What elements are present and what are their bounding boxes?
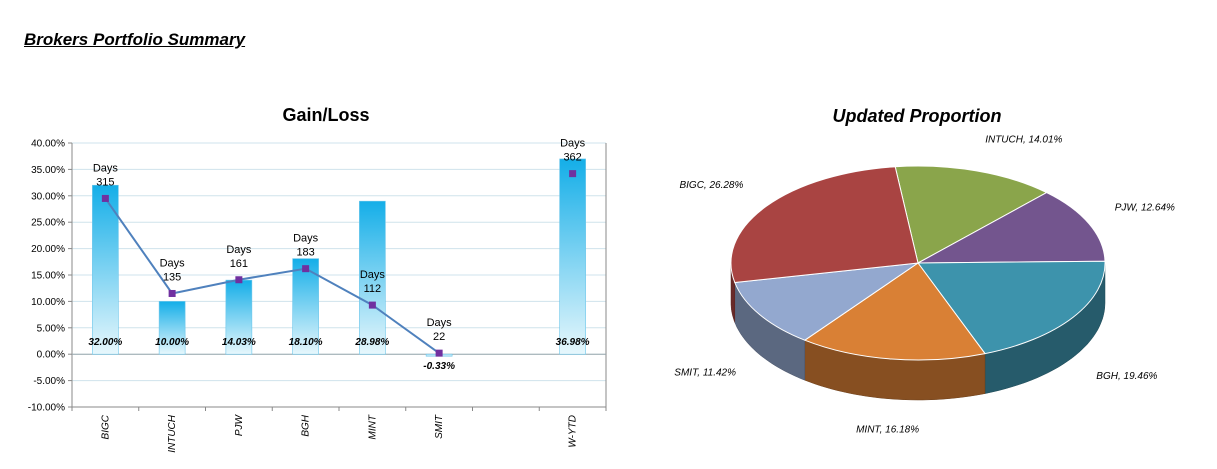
days-marker bbox=[368, 301, 376, 309]
y-tick-label: 35.00% bbox=[31, 165, 65, 176]
data-label: 28.98% bbox=[354, 337, 389, 348]
y-tick-label: 20.00% bbox=[31, 244, 65, 255]
pie-label-intuch: INTUCH, 14.01% bbox=[985, 134, 1062, 145]
data-label: 32.00% bbox=[88, 337, 122, 348]
x-tick-label: W-YTD bbox=[568, 415, 579, 448]
days-value-label: 362 bbox=[563, 152, 581, 164]
pie-slice-pjw bbox=[917, 192, 1106, 264]
days-value-label: 22 bbox=[433, 331, 445, 343]
y-tick-label: -10.00% bbox=[28, 403, 65, 414]
days-label: Days bbox=[93, 162, 119, 174]
x-tick-label: MINT bbox=[367, 414, 378, 439]
days-label: Days bbox=[360, 269, 386, 281]
pie-label-pjw: PJW, 12.64% bbox=[1115, 203, 1175, 214]
days-marker bbox=[569, 170, 577, 178]
days-marker bbox=[168, 289, 176, 297]
updated-proportion-chart: Updated Proportion INTUCH, 14.01% PJW, 12… bbox=[674, 106, 1175, 436]
y-tick-label: 25.00% bbox=[31, 218, 65, 229]
x-tick-label: SMIT bbox=[434, 414, 445, 439]
days-marker bbox=[101, 194, 109, 202]
bar-bigc bbox=[92, 184, 119, 355]
x-tick-label: PJW bbox=[234, 413, 245, 436]
days-label: Days bbox=[226, 244, 252, 256]
y-tick-label: 5.00% bbox=[37, 323, 65, 334]
bar-pjw bbox=[225, 279, 253, 355]
data-label: 10.00% bbox=[155, 337, 189, 348]
data-label: -0.33% bbox=[423, 361, 455, 372]
y-tick-label: 40.00% bbox=[31, 139, 65, 150]
days-label: Days bbox=[293, 233, 319, 245]
pie-label-mint: MINT, 16.18% bbox=[856, 425, 919, 436]
data-label: 36.98% bbox=[556, 337, 590, 348]
y-tick-label: -5.00% bbox=[33, 376, 65, 387]
pie-slice-smit bbox=[734, 262, 919, 341]
y-tick-label: 0.00% bbox=[37, 350, 65, 361]
days-value-label: 161 bbox=[230, 258, 248, 270]
bar-bgh bbox=[292, 258, 319, 355]
y-tick-label: 15.00% bbox=[31, 271, 65, 282]
pie-slice-bigc bbox=[730, 166, 919, 284]
y-tick-label: 30.00% bbox=[31, 191, 65, 202]
pie-slice-bgh bbox=[917, 260, 1106, 355]
days-value-label: 112 bbox=[364, 283, 382, 295]
data-label: 14.03% bbox=[222, 337, 256, 348]
pie-label-bigc: BIGC, 26.28% bbox=[679, 180, 743, 191]
bar-mint bbox=[359, 200, 386, 355]
days-marker bbox=[235, 276, 243, 284]
x-tick-label: INTUCH bbox=[167, 414, 178, 453]
pie-slice-intuch bbox=[894, 165, 1048, 264]
days-marker bbox=[435, 349, 443, 357]
gain-loss-chart-title: Gain/Loss bbox=[282, 105, 369, 125]
pie-label-smit: SMIT, 11.42% bbox=[674, 368, 736, 379]
bar-w-ytd bbox=[559, 158, 586, 355]
x-tick-label: BIGC bbox=[100, 414, 111, 439]
days-label: Days bbox=[560, 138, 586, 150]
updated-proportion-chart-title: Updated Proportion bbox=[833, 106, 1002, 126]
days-value-label: 183 bbox=[296, 247, 314, 259]
pie-label-bgh: BGH, 19.46% bbox=[1096, 371, 1157, 382]
days-marker bbox=[302, 265, 310, 273]
days-value-label: 315 bbox=[96, 176, 114, 188]
gain-loss-chart: Gain/Loss -10.00% -5.00% 0.00% 5.00% 10.00% 1… bbox=[28, 105, 607, 453]
days-label: Days bbox=[427, 317, 453, 329]
days-line bbox=[104, 197, 440, 354]
data-label: 18.10% bbox=[289, 337, 323, 348]
days-value-label: 135 bbox=[163, 271, 181, 283]
page-title: Brokers Portfolio Summary bbox=[24, 30, 246, 49]
bar-intuch bbox=[158, 301, 186, 355]
y-tick-label: 10.00% bbox=[31, 297, 65, 308]
pie-slice-mint bbox=[803, 262, 986, 361]
days-label: Days bbox=[160, 257, 186, 269]
x-tick-label: BGH bbox=[301, 414, 312, 436]
